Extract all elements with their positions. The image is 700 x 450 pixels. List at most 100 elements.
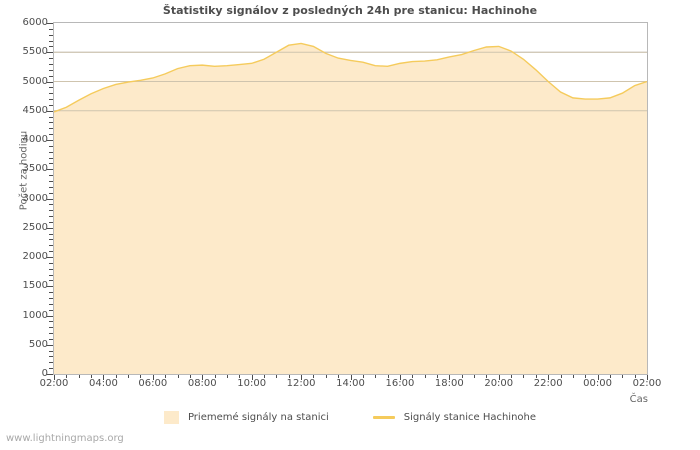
series-area-chart <box>54 42 647 374</box>
y-tick-mark <box>47 374 53 375</box>
y-tick-mark <box>47 257 53 258</box>
y-tick-label: 5000 <box>22 75 48 87</box>
x-tick-minor <box>474 375 476 378</box>
y-tick-label: 3500 <box>22 163 48 175</box>
y-tick-label: 0 <box>41 368 48 379</box>
y-tick-minor <box>49 63 53 65</box>
x-tick-label: 08:00 <box>187 378 217 389</box>
y-tick-minor <box>49 175 53 177</box>
x-tick-minor <box>412 375 414 378</box>
y-tick-minor <box>49 221 53 223</box>
y-tick-minor <box>49 134 53 136</box>
watermark-text: www.lightningmaps.org <box>6 433 124 444</box>
x-tick-minor <box>165 375 167 378</box>
x-tick-label: 22:00 <box>533 378 563 389</box>
area-fill-average-signals <box>54 43 647 374</box>
y-tick-minor <box>49 362 53 364</box>
x-tick-minor <box>189 375 191 378</box>
y-tick-minor <box>49 262 53 264</box>
y-tick-minor <box>49 87 53 89</box>
x-tick-mark <box>251 375 253 380</box>
x-tick-mark <box>647 375 648 380</box>
x-tick-label: 06:00 <box>138 378 168 389</box>
y-tick-minor <box>49 210 53 212</box>
y-tick-label: 1500 <box>22 280 48 292</box>
x-tick-minor <box>609 375 611 378</box>
x-tick-mark <box>152 375 154 380</box>
x-tick-label: 18:00 <box>434 378 464 389</box>
x-tick-minor <box>375 375 377 378</box>
y-tick-minor <box>49 75 53 77</box>
x-tick-minor <box>140 375 142 378</box>
x-tick-label: 12:00 <box>286 378 316 389</box>
x-axis-label: Čas <box>629 394 648 405</box>
y-tick-mark <box>47 198 53 200</box>
x-tick-minor <box>523 375 525 378</box>
x-tick-minor <box>572 375 574 378</box>
y-tick-minor <box>49 350 53 352</box>
x-tick-minor <box>535 375 537 378</box>
x-tick-minor <box>486 375 488 378</box>
y-tick-label: 2500 <box>22 221 48 233</box>
x-tick-minor <box>338 375 340 378</box>
y-tick-minor <box>49 251 53 253</box>
y-tick-minor <box>49 69 53 71</box>
y-tick-minor <box>49 93 53 95</box>
y-tick-mark <box>47 23 53 24</box>
y-tick-minor <box>49 333 53 335</box>
chart-legend: Priememé signály na stanici Signály stani… <box>0 411 700 424</box>
y-tick-minor <box>49 216 53 218</box>
x-tick-mark <box>498 375 500 380</box>
y-tick-mark <box>47 344 53 346</box>
y-tick-minor <box>49 303 53 305</box>
y-tick-minor <box>49 151 53 153</box>
y-tick-label: 500 <box>28 338 48 350</box>
x-tick-minor <box>362 375 364 378</box>
legend-item[interactable]: Signály stanice Hachinohe <box>372 412 536 423</box>
y-tick-minor <box>49 192 53 194</box>
x-tick-minor <box>288 375 290 378</box>
x-tick-label: 02:00 <box>39 378 69 389</box>
y-tick-minor <box>49 268 53 270</box>
x-tick-minor <box>585 375 587 378</box>
x-tick-mark <box>350 375 352 380</box>
y-tick-mark <box>47 81 53 83</box>
x-tick-minor <box>128 375 130 378</box>
y-tick-mark <box>47 227 53 229</box>
x-tick-minor <box>91 375 93 378</box>
x-tick-minor <box>313 375 315 378</box>
y-tick-minor <box>49 163 53 165</box>
legend-line-swatch-icon <box>372 416 395 419</box>
x-tick-mark <box>548 375 550 380</box>
x-tick-minor <box>177 375 179 378</box>
y-tick-minor <box>49 356 53 358</box>
y-tick-label: 2000 <box>22 251 48 262</box>
y-tick-minor <box>49 104 53 106</box>
x-tick-minor <box>387 375 389 378</box>
y-tick-label: 6000 <box>22 17 48 28</box>
x-tick-minor <box>214 375 216 378</box>
y-tick-minor <box>49 292 53 294</box>
chart-title: Štatistiky signálov z posledných 24h pre… <box>162 4 538 17</box>
y-tick-minor <box>49 338 53 340</box>
y-tick-label: 3000 <box>22 192 48 204</box>
y-tick-minor <box>49 297 53 299</box>
y-tick-minor <box>49 157 53 159</box>
x-tick-label: 20:00 <box>484 378 514 389</box>
y-tick-minor <box>49 58 53 60</box>
x-tick-minor <box>115 375 117 378</box>
x-tick-minor <box>622 375 624 378</box>
x-tick-minor <box>325 375 327 378</box>
plot-area <box>53 22 648 375</box>
legend-item[interactable]: Priememé signály na stanici <box>163 411 329 424</box>
y-tick-mark <box>47 140 53 141</box>
x-tick-minor <box>66 375 68 378</box>
x-tick-minor <box>239 375 241 378</box>
y-tick-minor <box>49 186 53 188</box>
y-tick-label: 4500 <box>22 104 48 116</box>
y-tick-minor <box>49 309 53 311</box>
y-tick-label: 5500 <box>22 46 48 58</box>
y-tick-minor <box>49 99 53 101</box>
x-tick-label: 04:00 <box>88 378 118 389</box>
